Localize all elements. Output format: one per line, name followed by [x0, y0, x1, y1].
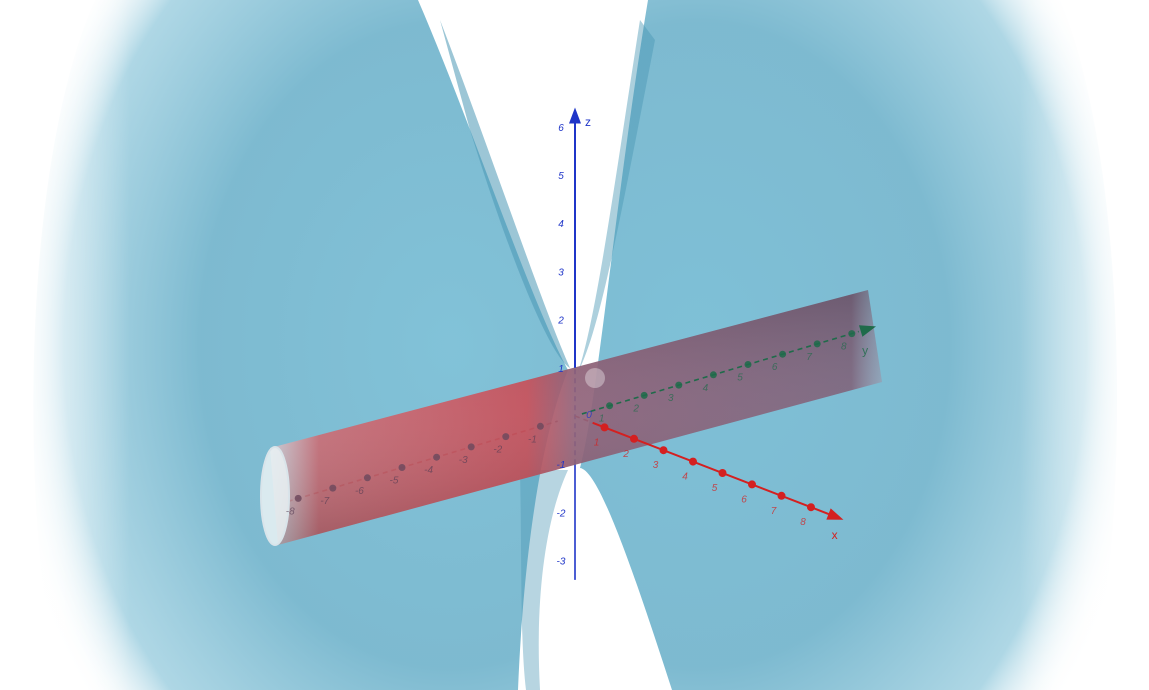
y-axis-name: y: [862, 344, 868, 358]
y-tick-label: -5: [390, 476, 399, 487]
z-tick-label: -1: [557, 460, 566, 471]
axes-overlay: -3 -2 -1 1 2 3 4 5 6 z 1 2 3 4 5 6 7 8 x -8 -7 -6 -5 -4 -3 -2 -1 1 2…: [286, 107, 877, 568]
x-tick-label: 2: [622, 449, 629, 460]
x-tick-point: [630, 434, 638, 443]
y-tick-point: [329, 484, 337, 492]
hyperboloid-left-lobe: [33, 0, 569, 690]
x-tick-label: 8: [800, 517, 806, 528]
x-tick-point: [748, 480, 756, 489]
y-tick-label: 7: [806, 352, 812, 363]
y-tick-point: [640, 391, 648, 399]
z-tick-label: -2: [557, 508, 566, 519]
y-tick-label: 4: [703, 383, 709, 394]
hyperboloid-left-inner-rim: [440, 20, 570, 368]
y-tick-label: -1: [528, 434, 537, 445]
y-tick-point: [813, 340, 821, 348]
y-tick-point: [536, 422, 544, 430]
x-tick-point: [689, 457, 697, 466]
z-tick-label: 5: [558, 171, 564, 182]
origin-label: 0: [586, 410, 592, 421]
y-tick-point: [467, 443, 475, 451]
y-tick-label: -7: [320, 496, 329, 507]
x-axis-name: x: [832, 528, 838, 542]
cylinder-surface[interactable]: [260, 290, 882, 546]
z-axis-arrow: [569, 107, 581, 124]
z-tick-label: 4: [558, 219, 564, 230]
y-tick-label: -6: [355, 486, 364, 497]
y-tick-point: [294, 494, 302, 502]
y-tick-label: 1: [599, 414, 605, 425]
x-tick-point: [807, 503, 815, 512]
z-tick-label: 3: [558, 267, 564, 278]
y-tick-point: [363, 474, 371, 482]
right-edge-fade: [1019, 0, 1149, 690]
y-tick-point: [606, 402, 614, 410]
x-tick-point: [718, 469, 727, 477]
z-tick-label: 6: [558, 123, 564, 134]
y-tick-point: [433, 453, 441, 461]
x-tick-point: [777, 491, 786, 500]
x-axis-arrow: [826, 508, 844, 520]
x-tick-label: 1: [594, 437, 600, 448]
cylinder-highlight: [585, 368, 605, 388]
hyperboloid-lower-rim: [520, 470, 568, 690]
z-tick-label: 1: [558, 364, 564, 375]
z-tick-label: 2: [557, 316, 564, 327]
y-axis-arrow: [858, 325, 877, 337]
y-tick-label: -2: [493, 445, 502, 456]
y-tick-label: -8: [286, 506, 295, 517]
x-tick-label: 3: [653, 460, 659, 471]
y-tick-label: 3: [668, 393, 674, 404]
x-tick-label: 5: [712, 483, 718, 494]
y-tick-point: [502, 433, 510, 441]
y-tick-label: 5: [737, 373, 743, 384]
cylinder-shading: [270, 290, 882, 545]
y-tick-label: -4: [424, 465, 433, 476]
y-tick-label: 6: [772, 362, 778, 373]
cylinder-end-cap: [260, 446, 290, 546]
x-tick-label: 7: [771, 506, 777, 517]
x-tick-label: 4: [682, 472, 688, 483]
y-tick-point: [744, 361, 752, 368]
y-tick-point: [848, 330, 856, 338]
x-tick-point: [600, 423, 609, 432]
y-tick-point: [398, 464, 406, 471]
y-axis-line-right: [581, 330, 859, 415]
y-tick-point: [709, 371, 717, 379]
z-tick-label: -3: [557, 557, 566, 568]
z-axis-name: z: [585, 115, 591, 129]
y-tick-point: [779, 350, 787, 358]
hyperboloid-right-inner-rim: [578, 20, 655, 372]
x-tick-point: [659, 446, 668, 455]
y-tick-label: 8: [841, 342, 847, 353]
y-tick-label: 2: [632, 403, 639, 414]
x-tick-label: 6: [741, 494, 747, 505]
left-edge-fade: [0, 0, 130, 690]
y-tick-point: [675, 381, 683, 389]
y-tick-label: -3: [459, 455, 468, 466]
